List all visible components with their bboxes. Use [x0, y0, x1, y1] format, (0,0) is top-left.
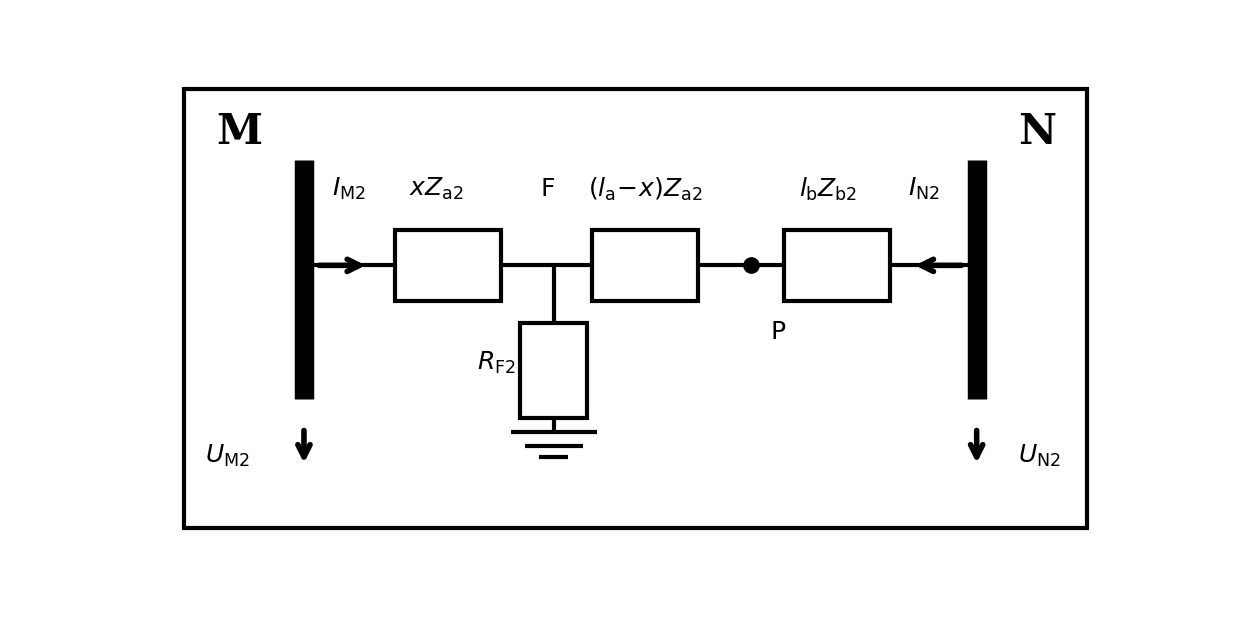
Bar — [396, 229, 501, 301]
Bar — [593, 229, 698, 301]
Text: $U_{\rm M2}$: $U_{\rm M2}$ — [205, 443, 249, 469]
Text: $xZ_{\rm a2}$: $xZ_{\rm a2}$ — [409, 176, 464, 202]
Text: $l_{\rm b}Z_{\rm b2}$: $l_{\rm b}Z_{\rm b2}$ — [799, 175, 857, 203]
Text: $I_{\rm M2}$: $I_{\rm M2}$ — [332, 176, 366, 202]
Text: $\rm F$: $\rm F$ — [539, 177, 554, 201]
Bar — [785, 229, 890, 301]
Text: $\rm P$: $\rm P$ — [770, 320, 786, 344]
Text: $R_{\rm F2}$: $R_{\rm F2}$ — [476, 350, 516, 376]
Text: $(l_{\rm a}\!-\!x)Z_{\rm a2}$: $(l_{\rm a}\!-\!x)Z_{\rm a2}$ — [588, 175, 702, 203]
Text: $I_{\rm N2}$: $I_{\rm N2}$ — [908, 176, 940, 202]
Text: $U_{\rm N2}$: $U_{\rm N2}$ — [1018, 443, 1060, 469]
Text: N: N — [1018, 111, 1056, 153]
Text: M: M — [217, 111, 263, 153]
Bar — [521, 322, 588, 418]
